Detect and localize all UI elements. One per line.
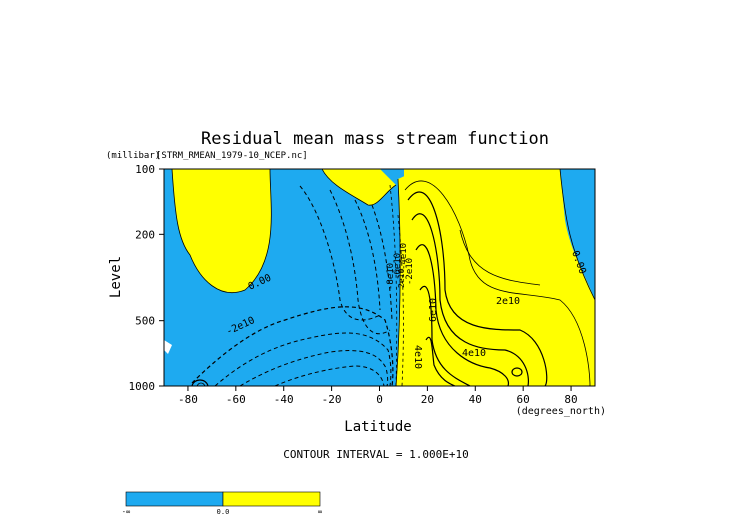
contour-label: 4e10: [412, 345, 423, 369]
chart-title: Residual mean mass stream function: [201, 129, 549, 149]
region-boundaries: [171, 168, 596, 387]
positive-region-sh-lobe: [172, 169, 272, 293]
colorbar-label-min: -∞: [122, 508, 130, 516]
positive-region-tropics: [396, 169, 595, 386]
x-unit-label: (degrees_north): [516, 406, 606, 417]
contour-interval-text: CONTOUR INTERVAL = 1.000E+10: [283, 448, 468, 461]
x-tick-label: -60: [226, 393, 246, 406]
contour-label: 4e10: [462, 348, 486, 359]
y-tick-label: 1000: [129, 380, 156, 393]
colorbar-label-zero: 0.0: [217, 508, 230, 516]
positive-region-upper: [172, 169, 396, 206]
x-tick-label: 20: [421, 393, 434, 406]
x-tick-label: 80: [564, 393, 577, 406]
colorbar-label-max: ∞: [318, 508, 322, 516]
x-tick-label: -80: [178, 393, 198, 406]
y-tick-label: 200: [135, 228, 155, 241]
negative-region-arctic: [560, 169, 595, 300]
x-tick-label: 60: [517, 393, 530, 406]
missing-data-wedge: [164, 340, 172, 354]
contour-label: -8e10: [386, 263, 396, 290]
contour-label: -4e10: [399, 243, 409, 270]
y-tick-label: 500: [135, 315, 155, 328]
y-axis-label: Level: [108, 256, 124, 298]
y-axis: 100 200 500 1000: [129, 163, 164, 393]
x-tick-label: 40: [469, 393, 482, 406]
colorbar: -∞ 0.0 ∞: [122, 491, 322, 516]
x-axis: -80 -60 -40 -20 0 20 40 60 80: [178, 386, 578, 406]
y-unit-label: (millibar): [106, 151, 160, 161]
x-tick-label: -20: [322, 393, 342, 406]
contour-label: -2e10: [405, 258, 415, 285]
x-axis-label: Latitude: [344, 419, 411, 435]
plot-area: 0.00 0.00 -2e10 -8e10 -6e10 -4e10 -2e10 …: [163, 168, 596, 387]
colorbar-negative: [125, 491, 224, 507]
contour-label: 2e10: [496, 296, 520, 307]
y-tick-label: 100: [135, 163, 155, 176]
contour-label: 6e10: [428, 298, 439, 322]
contour-label: 2e10: [397, 269, 406, 288]
colorbar-positive: [222, 491, 321, 507]
x-tick-label: -40: [274, 393, 294, 406]
contour-lines: [191, 180, 591, 387]
x-tick-label: 0: [376, 393, 383, 406]
contour-label: -6e10: [393, 253, 403, 280]
file-subtitle: [STRM_RMEAN_1979-10_NCEP.nc]: [156, 151, 308, 161]
